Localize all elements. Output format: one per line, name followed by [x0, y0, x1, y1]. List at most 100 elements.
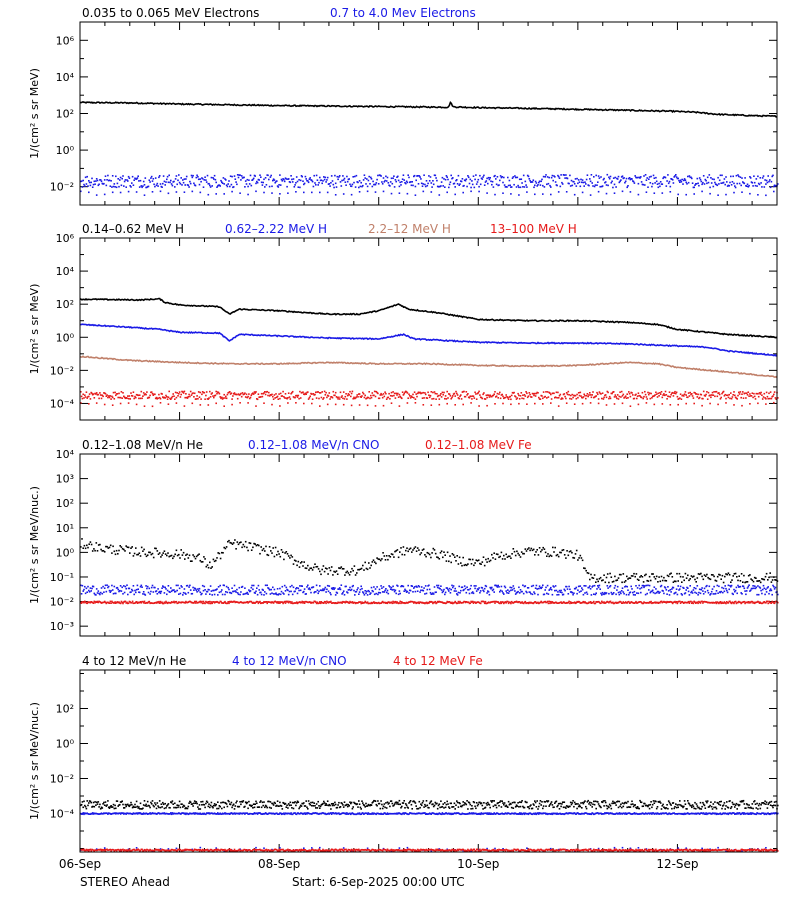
- data-point: [425, 180, 428, 182]
- data-point: [408, 176, 410, 179]
- data-point: [648, 589, 650, 591]
- data-point: [278, 601, 280, 603]
- data-point: [628, 177, 631, 179]
- data-point: [184, 602, 186, 604]
- data-point: [289, 181, 292, 184]
- data-point: [322, 802, 324, 805]
- data-point: [273, 394, 276, 396]
- data-point: [588, 586, 590, 589]
- data-point: [204, 398, 206, 400]
- y-axis-label: 1/(cm² s sr MeV): [28, 68, 41, 159]
- data-point: [178, 587, 181, 590]
- data-point: [264, 591, 266, 593]
- data-point: [209, 561, 211, 564]
- data-point: [366, 590, 368, 593]
- data-point: [195, 398, 198, 400]
- y-tick-label: 10⁰: [56, 546, 75, 559]
- legend-entry: 13–100 MeV H: [490, 222, 577, 236]
- data-point: [392, 177, 394, 179]
- data-point: [495, 553, 498, 555]
- data-point: [675, 588, 678, 590]
- data-point: [691, 592, 694, 594]
- data-point: [150, 175, 153, 178]
- data-point: [154, 397, 157, 400]
- data-point: [646, 398, 648, 400]
- data-point: [475, 398, 478, 400]
- data-point: [538, 181, 540, 184]
- data-point: [742, 391, 744, 393]
- data-point: [608, 176, 610, 179]
- data-point: [753, 601, 755, 604]
- data-point: [96, 600, 99, 603]
- data-point: [565, 557, 567, 559]
- data-point: [247, 593, 249, 595]
- data-point: [141, 586, 143, 588]
- data-point: [451, 584, 453, 587]
- data-point: [354, 175, 356, 178]
- data-point: [627, 578, 629, 580]
- data-point: [258, 179, 260, 181]
- data-point: [567, 601, 570, 604]
- data-point: [356, 803, 358, 805]
- data-point: [80, 602, 83, 604]
- data-point: [343, 594, 346, 596]
- data-point: [116, 182, 119, 185]
- legend-entry: 4 to 12 MeV/n He: [82, 654, 186, 668]
- data-point: [692, 397, 695, 399]
- data-point: [207, 601, 210, 603]
- data-point: [546, 555, 548, 557]
- data-point: [290, 392, 292, 395]
- data-point: [753, 587, 755, 590]
- data-point: [576, 177, 578, 180]
- data-point: [680, 398, 683, 400]
- data-point: [727, 396, 730, 399]
- data-point: [757, 601, 760, 603]
- data-point: [155, 602, 158, 604]
- data-point: [207, 398, 210, 400]
- data-point: [103, 179, 106, 181]
- data-point: [264, 393, 267, 396]
- data-point: [239, 192, 241, 194]
- data-point: [180, 549, 182, 551]
- data-point: [420, 586, 423, 588]
- data-point: [605, 592, 608, 594]
- data-point: [631, 178, 633, 180]
- data-point: [628, 391, 630, 393]
- data-point: [577, 601, 579, 603]
- data-point: [420, 182, 423, 185]
- data-point: [762, 175, 765, 177]
- data-point: [510, 394, 513, 397]
- data-point: [243, 545, 246, 548]
- data-point: [227, 799, 229, 802]
- data-point: [138, 808, 141, 810]
- data-point: [409, 547, 412, 550]
- data-point: [222, 177, 225, 179]
- data-point: [166, 396, 168, 398]
- data-point: [746, 183, 749, 186]
- data-point: [521, 601, 523, 603]
- data-point: [102, 550, 105, 552]
- data-point: [166, 805, 168, 807]
- data-point: [146, 800, 149, 803]
- data-point: [495, 178, 497, 180]
- data-point: [624, 585, 627, 587]
- data-point: [566, 588, 569, 590]
- data-point: [155, 184, 158, 187]
- data-point: [714, 579, 717, 582]
- data-point: [666, 398, 668, 400]
- data-point: [617, 591, 620, 594]
- data-point: [352, 176, 354, 178]
- data-point: [303, 191, 305, 194]
- data-point: [107, 395, 110, 397]
- data-point: [319, 405, 321, 407]
- data-point: [226, 393, 229, 396]
- data-point: [366, 396, 369, 399]
- data-point: [542, 184, 544, 187]
- data-point: [361, 601, 363, 603]
- data-point: [401, 397, 403, 400]
- data-point: [593, 185, 596, 188]
- data-point: [402, 546, 405, 548]
- data-point: [427, 585, 429, 587]
- data-point: [106, 545, 108, 548]
- data-point: [642, 581, 645, 583]
